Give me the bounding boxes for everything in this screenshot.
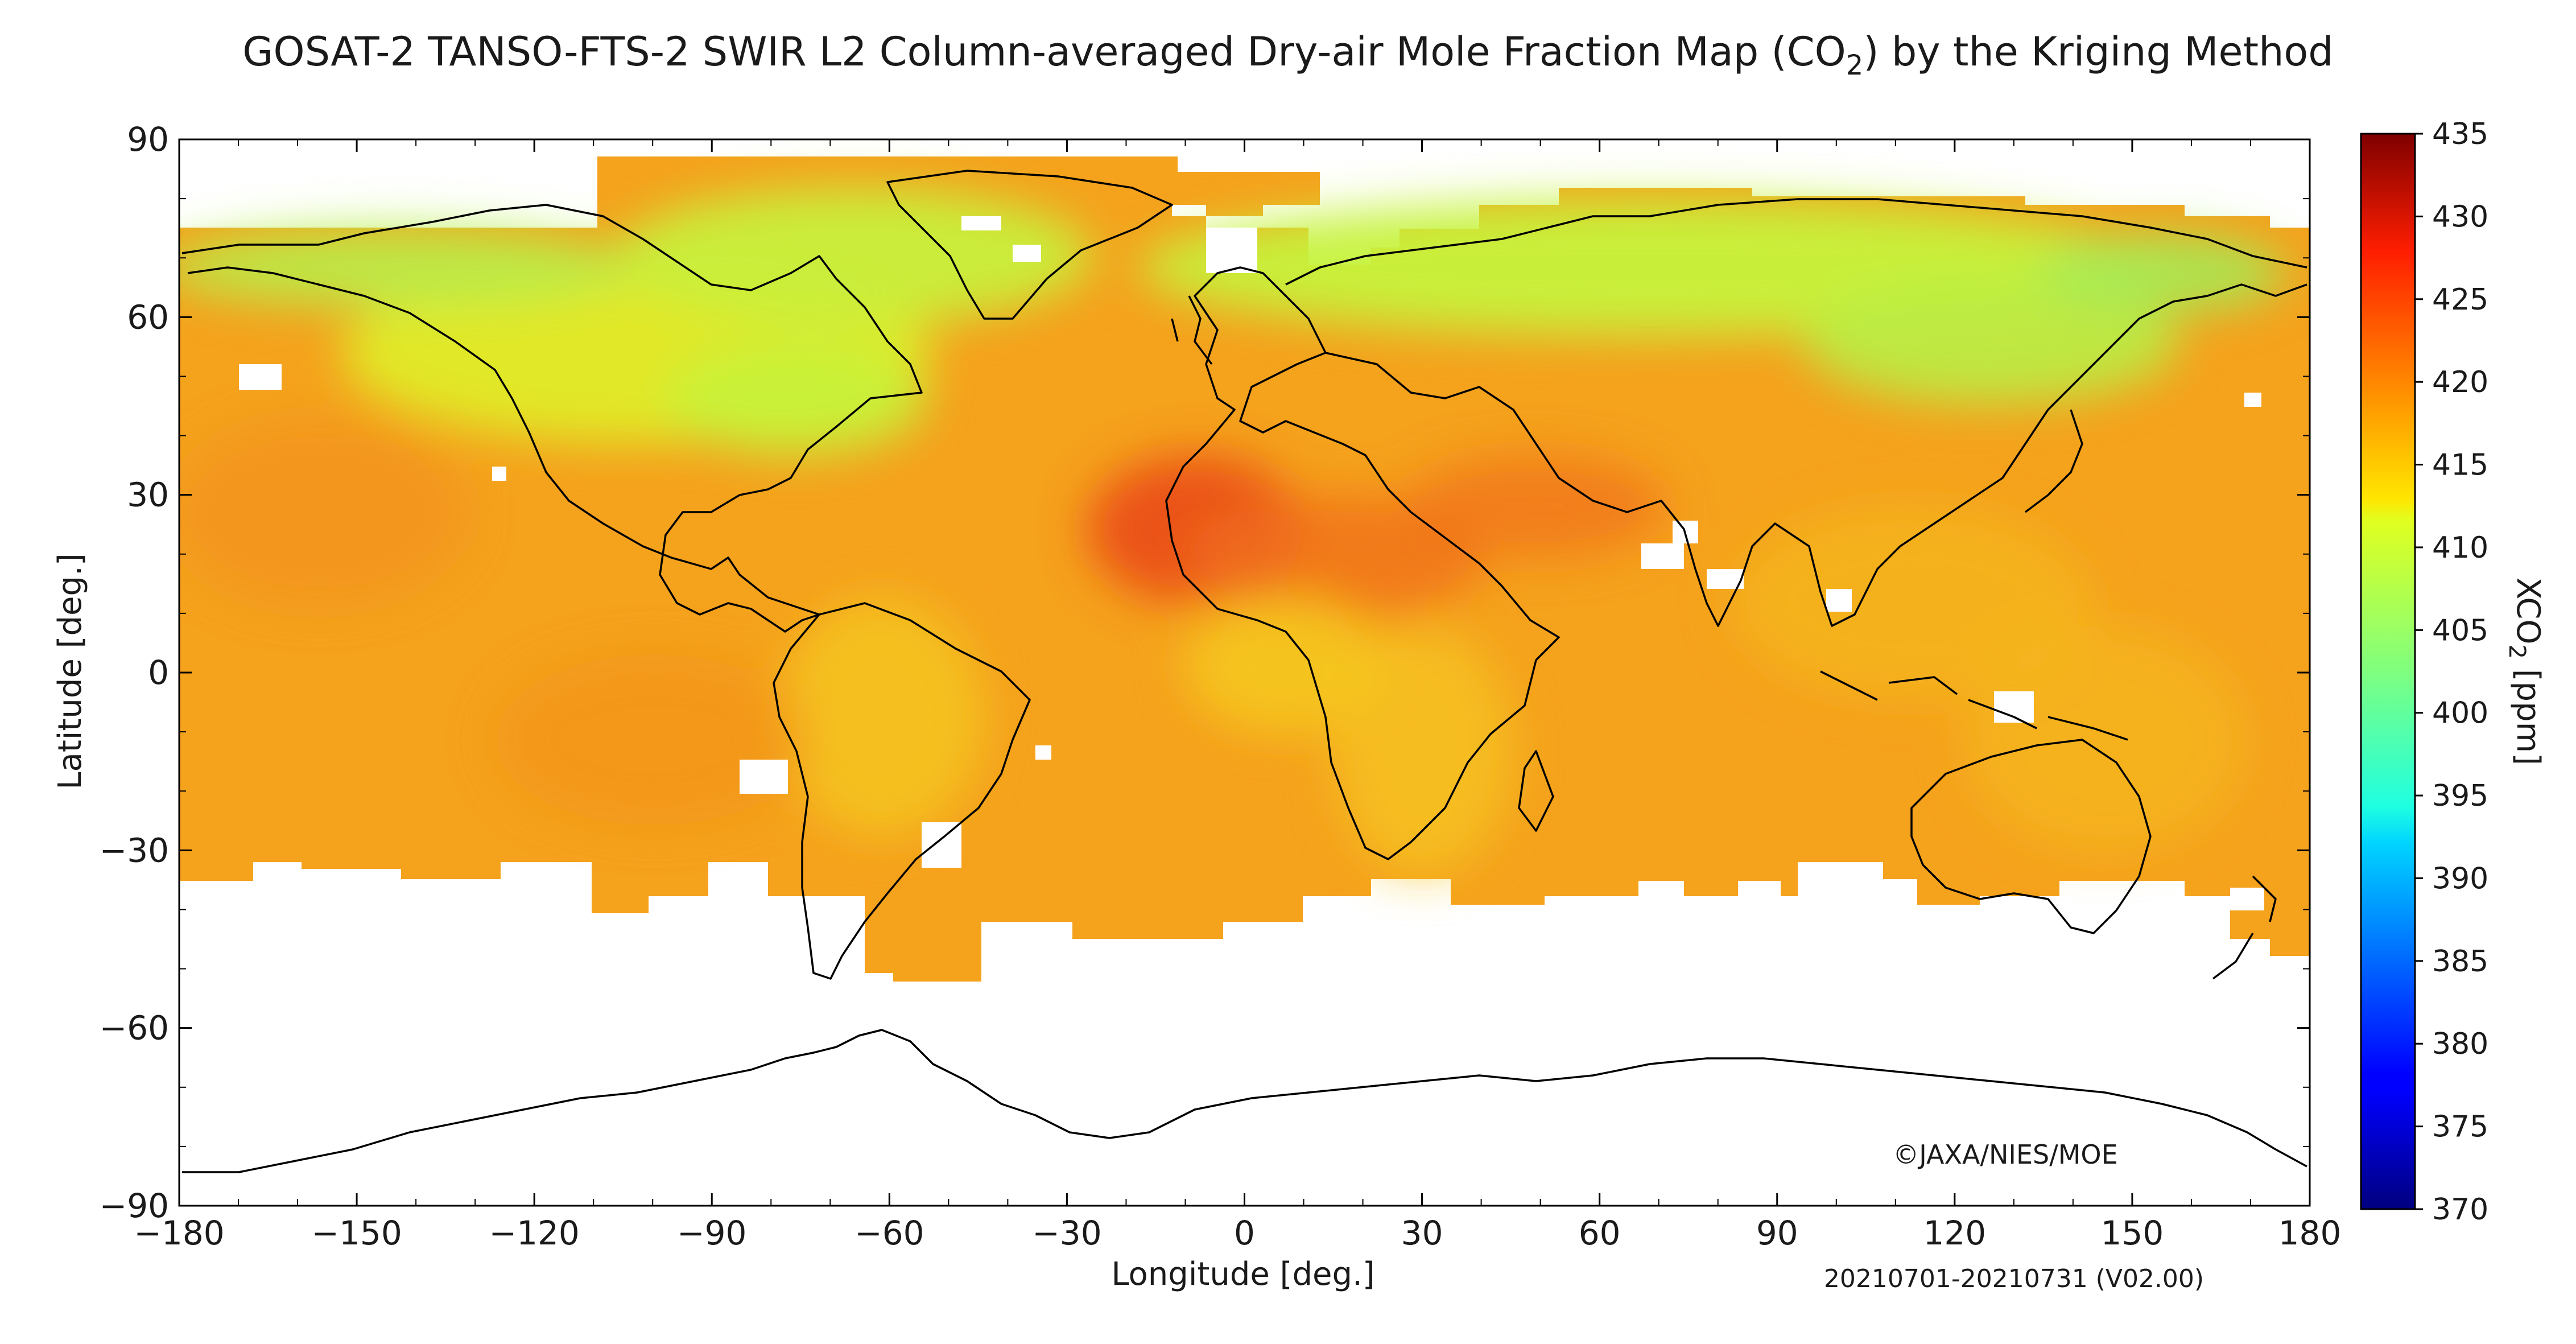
- x-axis: −180 −150 −120 −90 −60 −30 0 30 60 90 120 150 180: [134, 139, 2341, 1252]
- map-plot-area: [179, 139, 2310, 1206]
- period-label: 20210701-20210731 (V02.00): [1824, 1264, 2204, 1293]
- y-tick-label: −30: [100, 831, 169, 869]
- colorbar-tick-label: 435: [2432, 117, 2488, 151]
- x-tick-label: 120: [1923, 1214, 1986, 1252]
- colorbar-tick-label: 375: [2432, 1110, 2488, 1144]
- x-tick-label: 90: [1756, 1214, 1798, 1252]
- y-axis: 90 60 30 0 −30 −60 −90: [100, 120, 2310, 1225]
- x-tick-label: 60: [1579, 1214, 1621, 1252]
- coastline-madagascar: [1518, 750, 1554, 832]
- x-tick-label: −90: [677, 1214, 746, 1252]
- coastline-europe-africa: [1165, 266, 1560, 860]
- colorbar-tick-label: 430: [2432, 200, 2488, 234]
- xco2-field: [179, 156, 2310, 982]
- colorbar-tick-label: 395: [2432, 779, 2488, 813]
- coastlines: [181, 170, 2307, 1173]
- x-tick-label: −150: [311, 1214, 402, 1252]
- colorbar-gradient: [2360, 133, 2416, 1210]
- chart-title: GOSAT-2 TANSO-FTS-2 SWIR L2 Column-avera…: [242, 28, 2333, 81]
- colorbar-tick-label: 405: [2432, 613, 2488, 648]
- colorbar-tick-label: 380: [2432, 1027, 2488, 1061]
- colorbar-tick-label: 385: [2432, 945, 2488, 979]
- x-tick-label: 150: [2101, 1214, 2164, 1252]
- y-axis-label: Latitude [deg.]: [52, 553, 89, 789]
- y-tick-label: −60: [100, 1009, 169, 1048]
- colorbar-tick-label: 400: [2432, 696, 2488, 731]
- y-tick-label: 30: [127, 476, 169, 514]
- no-data-gaps: [239, 216, 2264, 910]
- coastline-antarctica: [182, 1029, 2307, 1173]
- colorbar-tick-label: 415: [2432, 448, 2488, 483]
- coastline-greenland: [886, 170, 1173, 320]
- coastline-indonesia: [1820, 670, 2128, 741]
- y-tick-label: 90: [127, 120, 169, 159]
- colorbar-tick-label: 390: [2432, 861, 2488, 896]
- y-tick-label: 60: [127, 298, 169, 336]
- x-tick-label: 180: [2278, 1214, 2342, 1252]
- coastline-north-america: [181, 204, 923, 633]
- x-tick-label: 0: [1234, 1214, 1255, 1252]
- colorbar-ticks: 435 430 425 420 415 410 405 400 395 390 385 380 375 3…: [2415, 117, 2488, 1227]
- coastline-uk: [1171, 295, 1213, 365]
- y-tick-label: 0: [148, 653, 169, 692]
- colorbar-tick-label: 370: [2432, 1193, 2488, 1227]
- coastline-asia: [1285, 198, 2307, 627]
- y-tick-label: −90: [100, 1186, 169, 1225]
- x-tick-label: 30: [1401, 1214, 1443, 1252]
- x-tick-label: −30: [1032, 1214, 1101, 1252]
- x-tick-label: −180: [134, 1214, 224, 1252]
- x-tick-label: −60: [854, 1214, 924, 1252]
- copyright-text: ©JAXA/NIES/MOE: [1893, 1139, 2117, 1170]
- colorbar-tick-label: 425: [2432, 283, 2488, 317]
- xco2-variability: [179, 188, 2287, 876]
- colorbar-tick-label: 410: [2432, 531, 2488, 565]
- colorbar-label: XCO2 [ppm]: [2504, 578, 2546, 765]
- colorbar: 435 430 425 420 415 410 405 400 395 390 385 380 375 3…: [2360, 117, 2546, 1227]
- coastline-south-america: [773, 602, 1031, 980]
- x-tick-label: −120: [489, 1214, 580, 1252]
- coastline-australia: [1910, 739, 2152, 934]
- coastline-new-zealand: [2212, 875, 2277, 980]
- x-axis-label: Longitude [deg.]: [1111, 1256, 1374, 1293]
- coastline-japan: [2024, 409, 2083, 513]
- colorbar-tick-label: 420: [2432, 365, 2488, 399]
